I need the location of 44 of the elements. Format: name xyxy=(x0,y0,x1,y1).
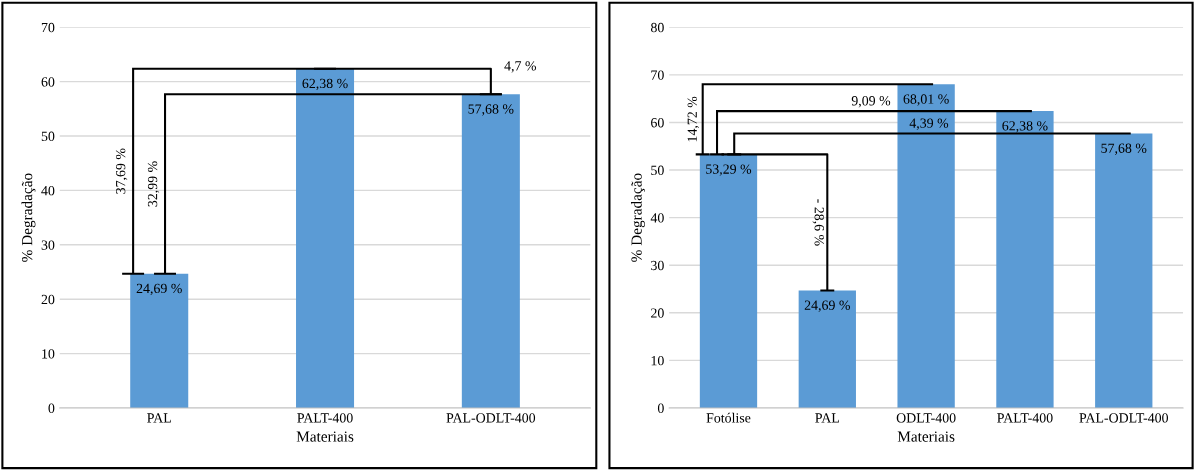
y-tick-label: 30 xyxy=(651,260,664,271)
y-tick-label: 30 xyxy=(41,240,55,250)
y-axis-title: % Degradação xyxy=(21,173,36,262)
y-axis-title: % Degradação xyxy=(631,173,645,262)
annotation: - 28,6 % xyxy=(812,199,824,246)
y-tick-label: 10 xyxy=(651,355,664,366)
y-tick-label: 50 xyxy=(41,131,55,141)
y-tick-label: 80 xyxy=(650,22,664,33)
data-label: 57,68 % xyxy=(1101,143,1147,155)
y-tick-label: 20 xyxy=(651,308,664,318)
y-tick-label: 10 xyxy=(42,349,55,359)
annotation: 4,7 % xyxy=(504,61,537,73)
annotation: 9,09 % xyxy=(851,96,891,108)
x-tick-label: PAL-ODLT-400 xyxy=(1079,413,1169,423)
x-tick-label: PAL xyxy=(147,413,171,423)
x-axis-title: Materiais xyxy=(296,431,354,442)
data-label: 68,01 % xyxy=(903,94,949,106)
y-tick-label: 70 xyxy=(651,70,664,80)
data-label: 57,68 % xyxy=(468,104,514,116)
data-label: 62,38 % xyxy=(302,78,348,91)
x-tick-label: Fotólise xyxy=(706,412,751,423)
data-label: 24,69 % xyxy=(136,283,182,296)
x-tick-label: ODLT-400 xyxy=(896,413,956,423)
y-tick-label: 40 xyxy=(41,186,55,196)
y-tick-label: 0 xyxy=(657,403,664,413)
annotation: 14,72 % xyxy=(687,96,699,142)
y-tick-label: 70 xyxy=(41,22,55,33)
y-tick-label: 60 xyxy=(41,77,55,87)
x-axis-title: Materiais xyxy=(897,431,955,442)
data-label: 53,29 % xyxy=(706,164,752,176)
annotation: 4,39 % xyxy=(909,118,949,130)
y-tick-label: 50 xyxy=(651,165,664,175)
x-tick-label: PAL-ODLT-400 xyxy=(446,413,536,423)
y-tick-label: 60 xyxy=(651,118,664,128)
annotation: 32,99 % xyxy=(147,161,160,207)
y-tick-label: 40 xyxy=(650,213,664,223)
annotation: 37,69 % xyxy=(115,148,128,194)
y-tick-label: 0 xyxy=(48,403,55,413)
data-label: 62,38 % xyxy=(1002,121,1048,133)
y-tick-label: 20 xyxy=(41,294,55,305)
x-tick-label: PAL xyxy=(815,413,839,423)
data-label: 24,69 % xyxy=(804,300,850,312)
x-tick-label: PALT-400 xyxy=(997,413,1053,423)
x-tick-label: PALT-400 xyxy=(297,413,353,423)
